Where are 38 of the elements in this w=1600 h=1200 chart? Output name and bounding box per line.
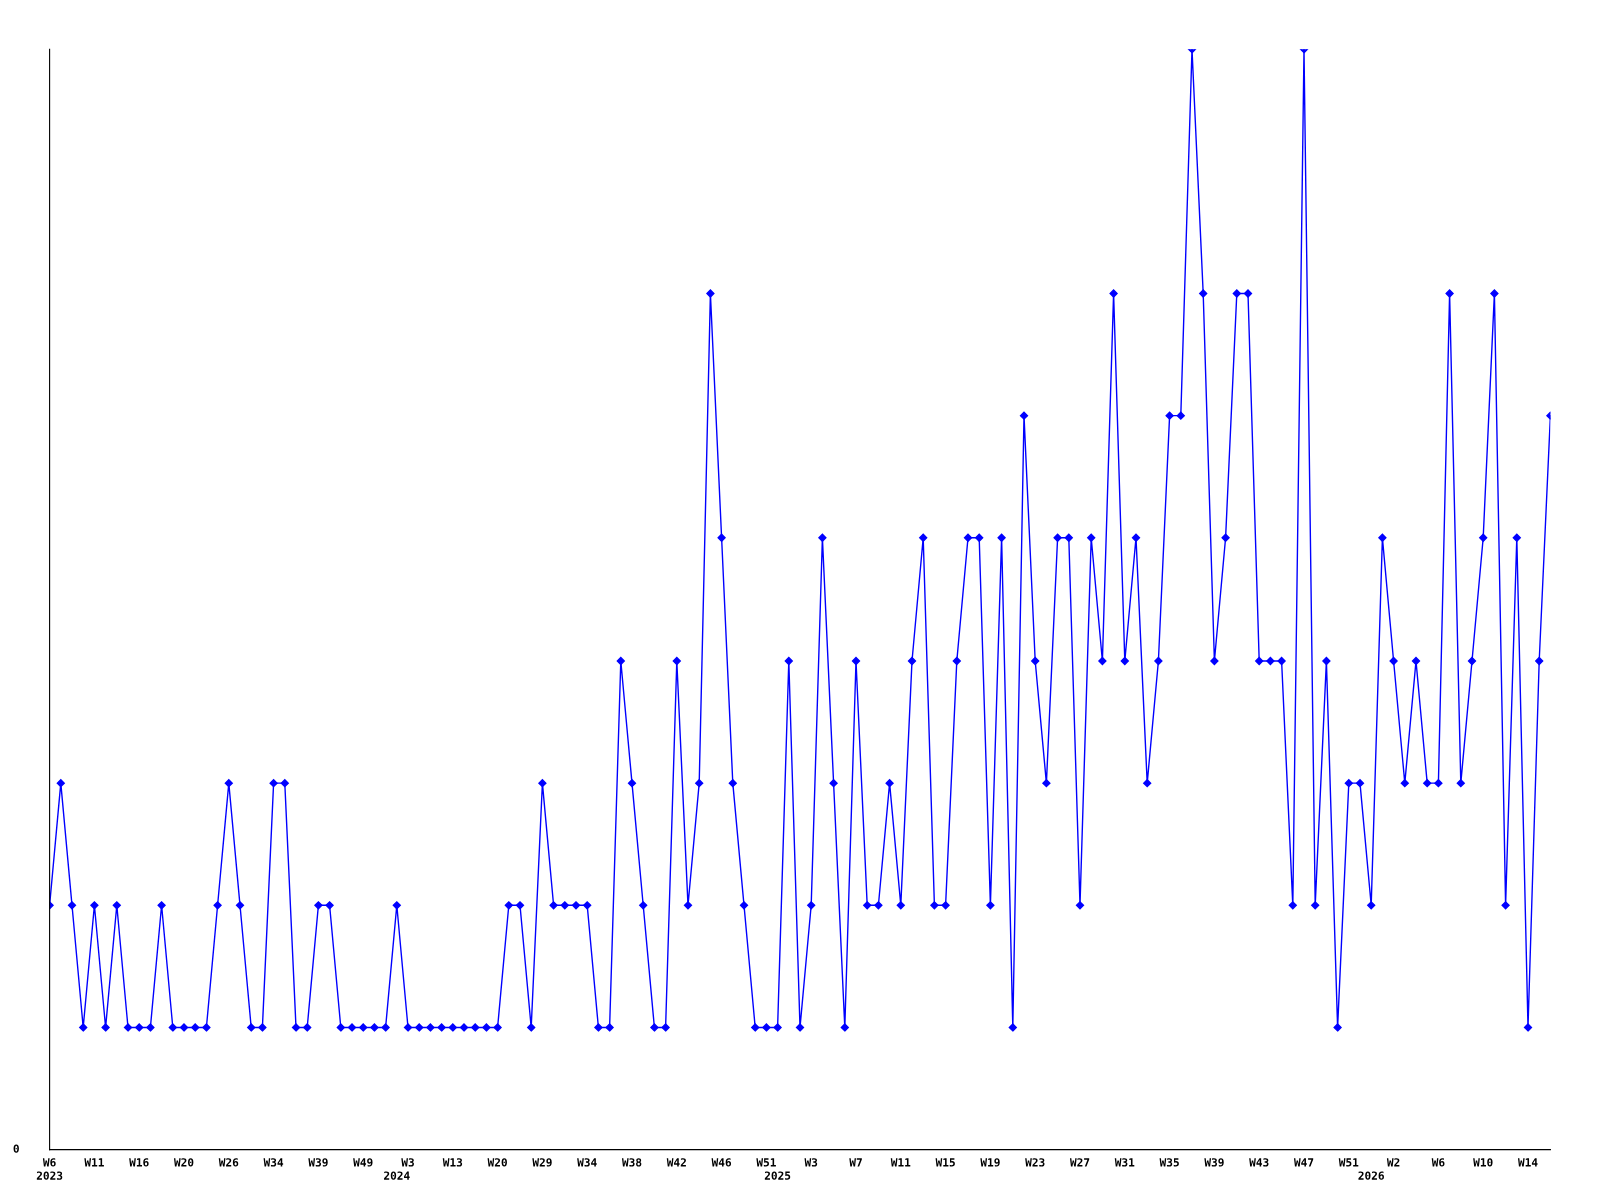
x-tick-label: W16 [129,1158,149,1167]
x-tick-label: 2025 [764,1171,791,1180]
x-tick-label: W10 [1473,1158,1493,1167]
x-tick-label: W34 [577,1158,597,1167]
x-tick-label: W14 [1517,1158,1538,1167]
x-tick-label: W3 [401,1158,414,1167]
x-tick-label: W51 [1338,1158,1359,1167]
x-tick-label: W2 [1386,1158,1400,1167]
x-tick-label: W49 [353,1158,373,1167]
x-tick-label: W20 [487,1158,507,1167]
x-tick-label: W38 [621,1158,642,1167]
x-tick-label: W27 [1069,1158,1090,1167]
text: 0 [13,1144,19,1153]
x-tick-label: W26 [218,1158,239,1167]
x-tick-label: W15 [935,1158,955,1167]
x-tick-label: 2024 [384,1171,410,1180]
x-tick-label: W47 [1293,1158,1314,1167]
x-tick-label: W3 [804,1158,818,1167]
x-tick-label: W31 [1114,1158,1135,1167]
x-tick-label: W7 [849,1158,862,1167]
x-tick-label: W19 [980,1158,1000,1167]
x-tick-label: W35 [1159,1158,1179,1167]
x-tick-label: W39 [1204,1158,1224,1167]
x-tick-label: W13 [442,1158,463,1167]
x-tick-label: W42 [666,1158,686,1167]
x-tick-label: W6 [1431,1158,1445,1167]
x-tick-label: W43 [1249,1158,1269,1167]
x-tick-label: W11 [890,1158,911,1167]
x-tick-label: W11 [84,1158,104,1167]
x-tick-label: W20 [173,1158,194,1167]
x-tick-label: W46 [711,1158,732,1167]
x-tick-label: 2026 [1358,1171,1384,1180]
x-tick-label: W34 [263,1158,284,1167]
x-tick-label: W23 [1025,1158,1045,1167]
x-tick-label: W51 [756,1158,776,1167]
x-tick-label: W6 2023 [36,1158,63,1180]
x-tick-label: W29 [532,1158,552,1167]
x-tick-label: W39 [308,1158,328,1167]
